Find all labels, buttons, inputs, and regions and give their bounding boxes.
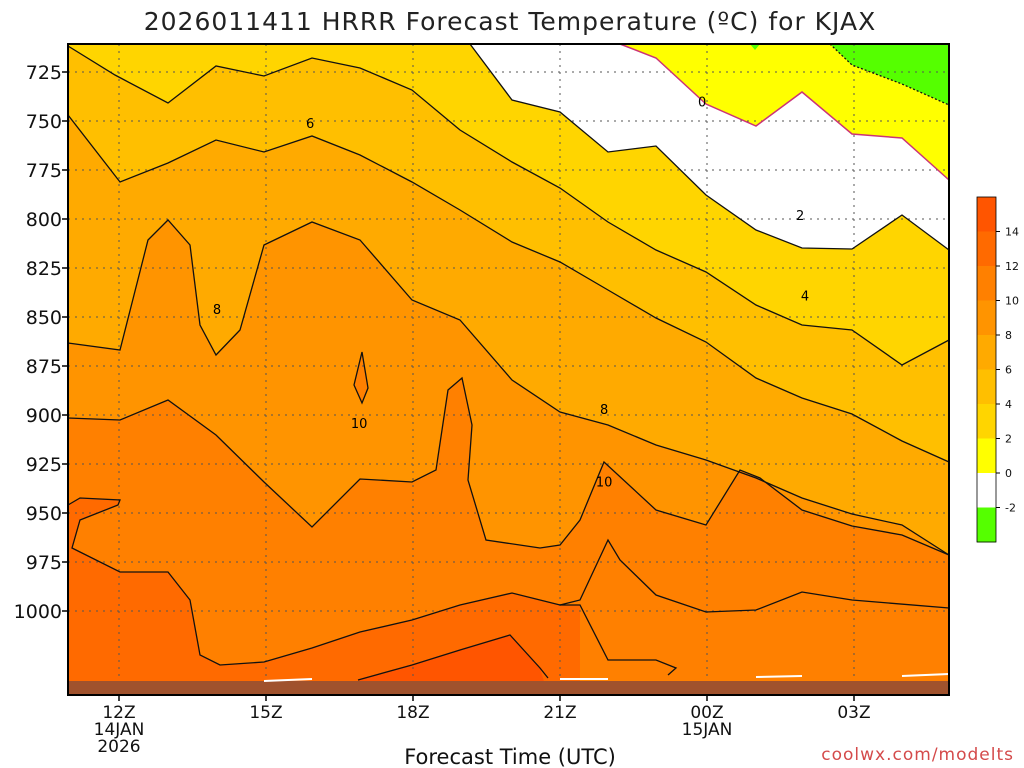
colorbar-swatch <box>977 231 996 267</box>
y-tick-label: 950 <box>26 503 62 525</box>
contour-label: 8 <box>600 403 608 418</box>
fill-band-green-small <box>750 44 760 50</box>
contour-label: 6 <box>306 117 314 132</box>
contour-label: 4 <box>801 289 809 304</box>
x-tick-label: 2026 <box>97 737 140 757</box>
colorbar-swatch <box>977 197 996 232</box>
colorbar-swatch <box>977 266 996 301</box>
colorbar-label: 14 <box>1005 226 1019 239</box>
contours <box>67 43 950 681</box>
credit-text: coolwx.com/modelts <box>821 745 1014 765</box>
x-tick-label: 15JAN <box>682 720 733 740</box>
colorbar-label: -2 <box>1005 502 1016 515</box>
y-tick-label: 850 <box>26 307 62 329</box>
colorbar-swatch <box>977 438 996 474</box>
contour-2 <box>469 43 950 251</box>
contour-0 <box>619 43 950 181</box>
fill-band-green <box>830 44 949 105</box>
chart-title: 2026011411 HRRR Forecast Temperature (ºC… <box>144 7 876 36</box>
x-tick-label: 14JAN <box>94 720 145 740</box>
colorbar-swatch <box>977 507 996 543</box>
colorbar-label: 10 <box>1005 295 1019 308</box>
contour-neg2 <box>829 43 950 106</box>
colorbar-label: 4 <box>1005 398 1012 411</box>
contour-label: 2 <box>796 209 804 224</box>
colorbar-label: 6 <box>1005 364 1012 377</box>
plot-area: 0 2 4 6 8 8 10 10 <box>67 43 950 696</box>
x-tick-label: 12Z <box>102 703 135 723</box>
x-tick-label: 00Z <box>690 703 723 723</box>
contour-labels: 0 2 4 6 8 8 10 10 <box>213 95 809 490</box>
contour-14 <box>357 634 549 681</box>
x-tick-label: 21Z <box>543 703 576 723</box>
y-tick-label: 775 <box>26 160 62 182</box>
y-tick-label: 800 <box>26 209 62 231</box>
y-tick-label: 750 <box>26 111 62 133</box>
fill-band-12-14 <box>68 498 580 695</box>
contour-label: 8 <box>213 303 221 318</box>
y-axis: 725 750 775 800 825 850 875 900 925 950 975 1000 <box>14 62 68 623</box>
colorbar-label: 12 <box>1005 260 1019 273</box>
contour-label: 10 <box>596 476 613 491</box>
y-tick-label: 975 <box>26 552 62 574</box>
colorbar-swatch <box>977 300 996 336</box>
fill-band-14-16 <box>358 635 548 695</box>
surface-strip <box>68 681 949 695</box>
fill-band-small-warm <box>354 352 368 403</box>
colorbar: 14 12 10 8 6 4 2 0 -2 <box>976 196 1019 543</box>
contour-6 <box>67 114 950 463</box>
colorbar-swatch <box>977 473 996 508</box>
colorbar-label: 2 <box>1005 433 1012 446</box>
x-tick-label: 18Z <box>396 703 429 723</box>
contour-12 <box>67 497 678 676</box>
contour-4 <box>67 45 950 366</box>
surface-white-line <box>263 673 950 682</box>
fill-band-10-12b <box>580 540 949 695</box>
contour-label: 10 <box>351 417 368 432</box>
colorbar-swatch <box>977 335 996 370</box>
contour-10b <box>559 538 950 613</box>
colorbar-label: 8 <box>1005 329 1012 342</box>
x-tick-label: 03Z <box>837 703 870 723</box>
y-tick-label: 875 <box>26 356 62 378</box>
colorbar-label: 0 <box>1005 467 1012 480</box>
contour-10 <box>67 376 950 556</box>
y-tick-label: 925 <box>26 454 62 476</box>
colorbar-swatch <box>977 369 996 405</box>
plot-border <box>67 43 950 696</box>
x-tick-label: 15Z <box>249 703 282 723</box>
y-tick-label: 825 <box>26 258 62 280</box>
fill-band-neg <box>470 44 949 250</box>
y-tick-label: 725 <box>26 62 62 84</box>
x-axis-label: Forecast Time (UTC) <box>404 745 616 768</box>
colorbar-swatch <box>977 404 996 439</box>
y-tick-label: 1000 <box>14 601 62 623</box>
contour-10-closed <box>353 351 369 405</box>
contour-label: 0 <box>698 95 706 110</box>
y-tick-label: 900 <box>26 405 62 427</box>
contour-8 <box>67 219 950 556</box>
